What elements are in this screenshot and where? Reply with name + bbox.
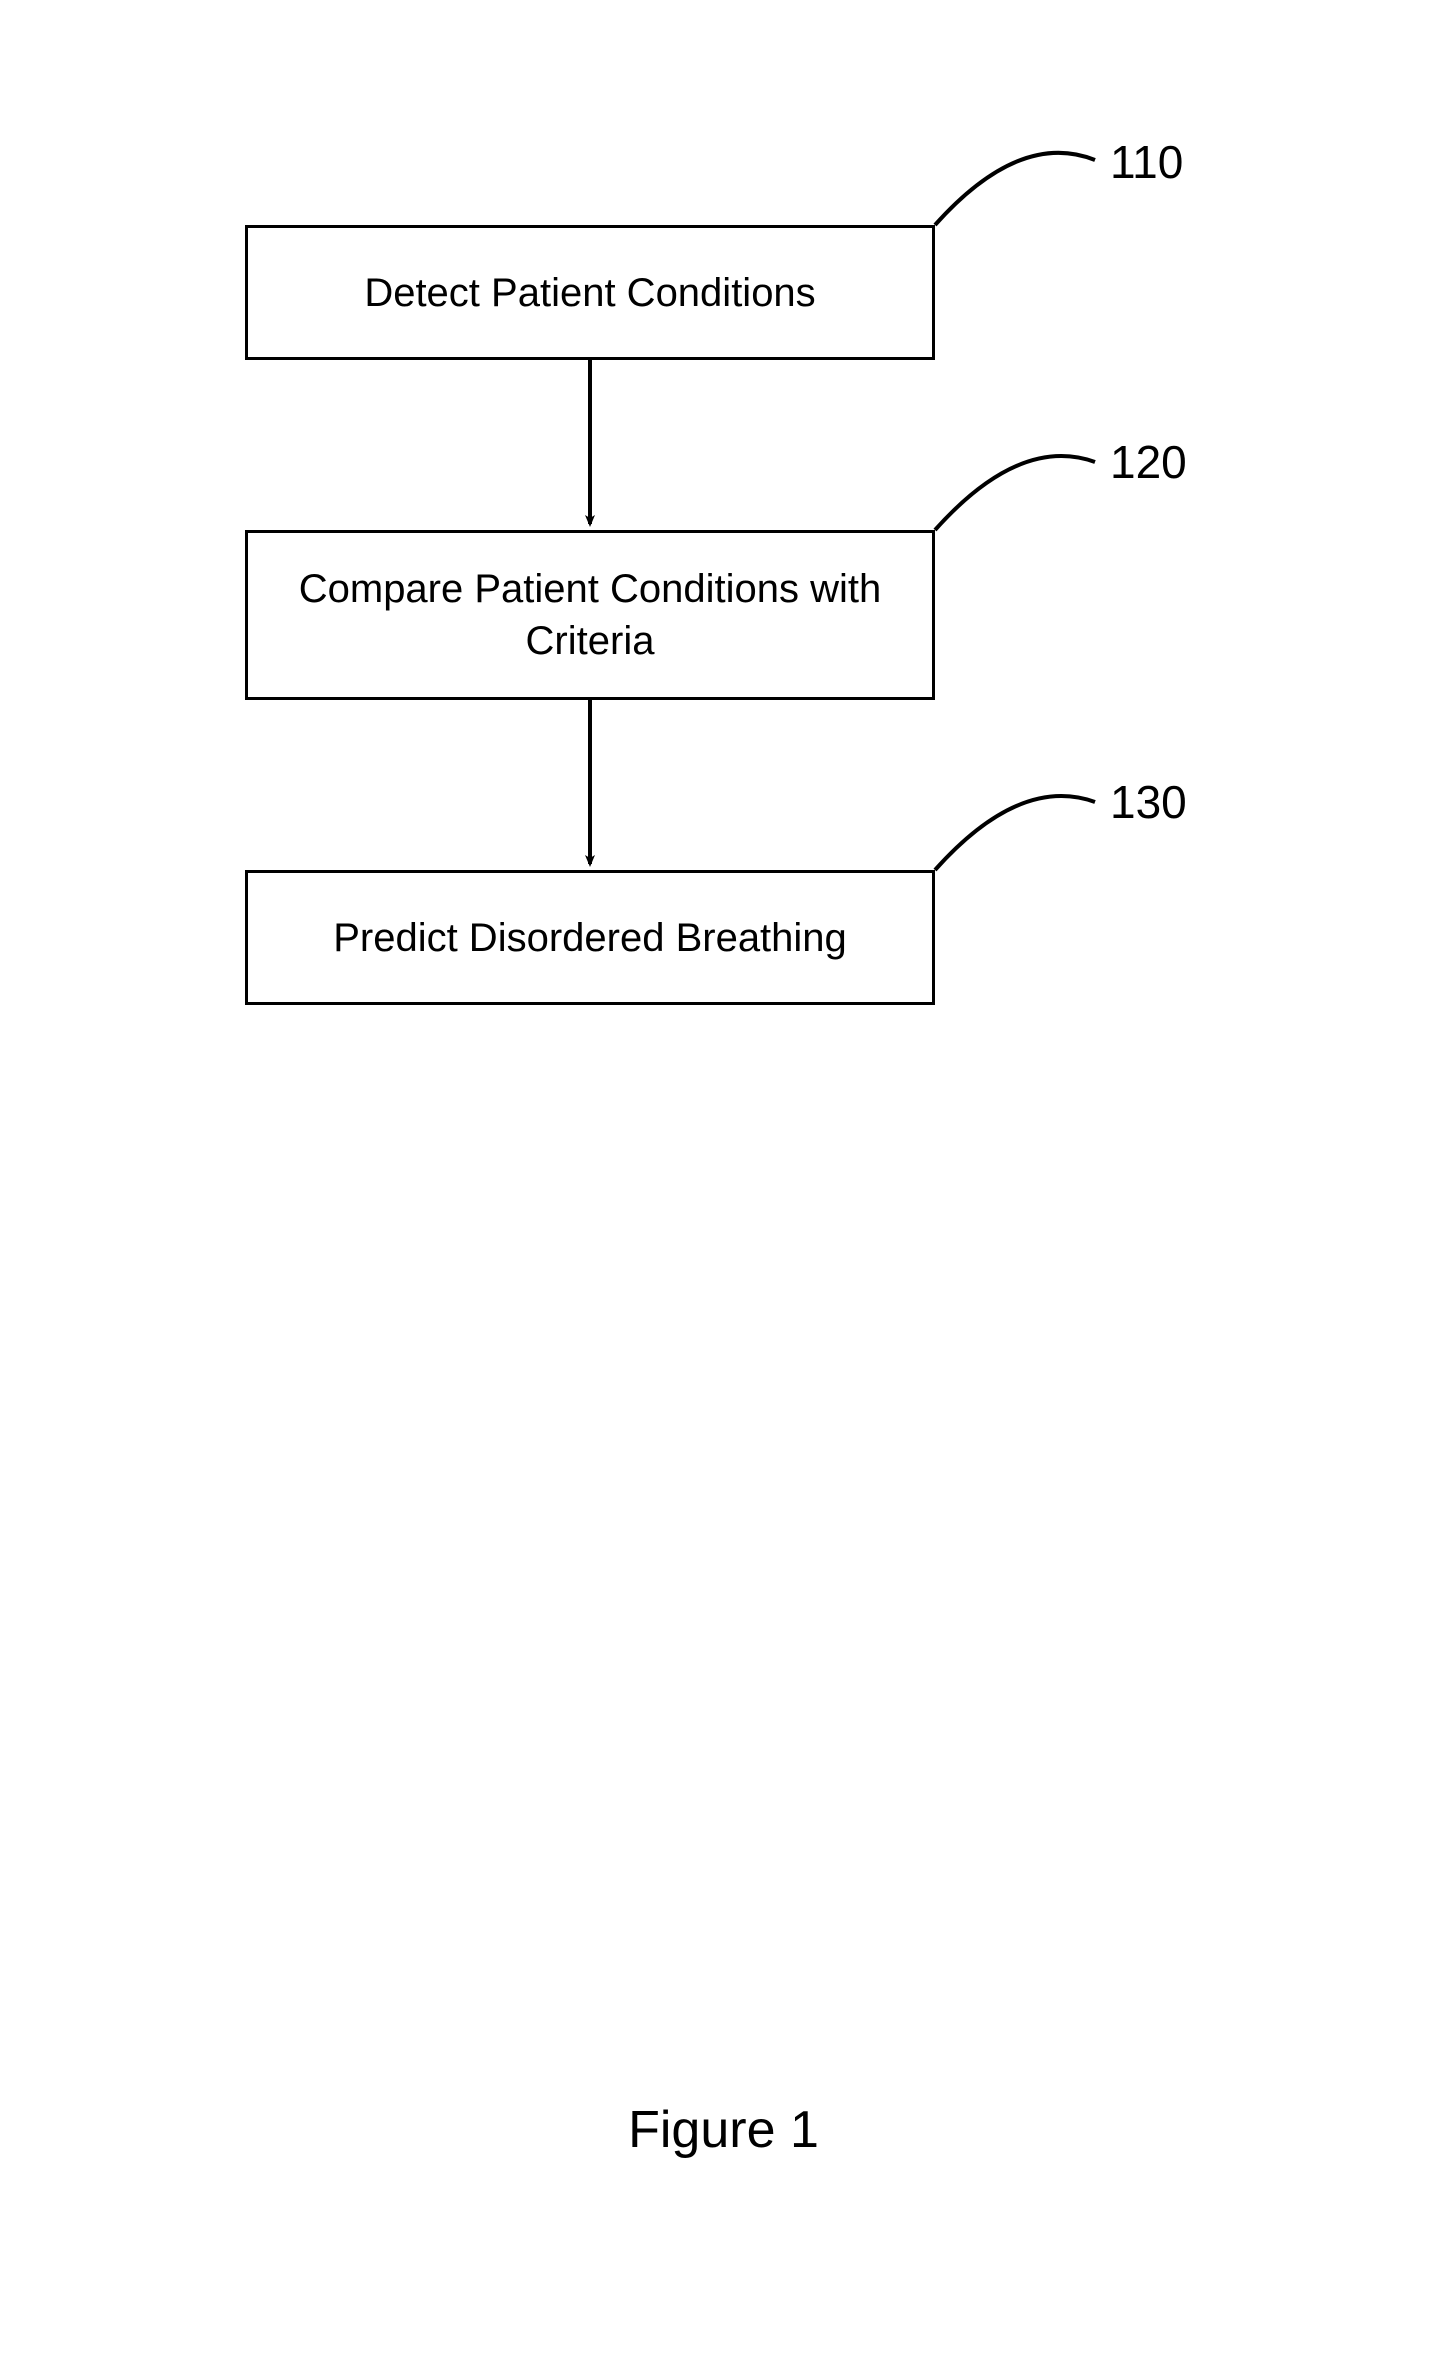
flowchart-ref-120: 120 bbox=[1110, 435, 1187, 489]
flowchart-box-130: Predict Disordered Breathing bbox=[245, 870, 935, 1005]
flowchart-box-110-label: Detect Patient Conditions bbox=[364, 267, 815, 319]
flowchart-box-120: Compare Patient Conditions with Criteria bbox=[245, 530, 935, 700]
flowchart-ref-110: 110 bbox=[1110, 135, 1183, 189]
flowchart-leader-130 bbox=[935, 796, 1095, 870]
flowchart-box-110: Detect Patient Conditions bbox=[245, 225, 935, 360]
flowchart-leader-110 bbox=[935, 153, 1095, 225]
figure-caption: Figure 1 bbox=[0, 2100, 1447, 2160]
flowchart-box-130-label: Predict Disordered Breathing bbox=[333, 912, 847, 964]
flowchart-ref-130: 130 bbox=[1110, 775, 1187, 829]
flowchart-leader-120 bbox=[935, 456, 1095, 530]
flowchart-box-120-label: Compare Patient Conditions with Criteria bbox=[268, 563, 912, 667]
